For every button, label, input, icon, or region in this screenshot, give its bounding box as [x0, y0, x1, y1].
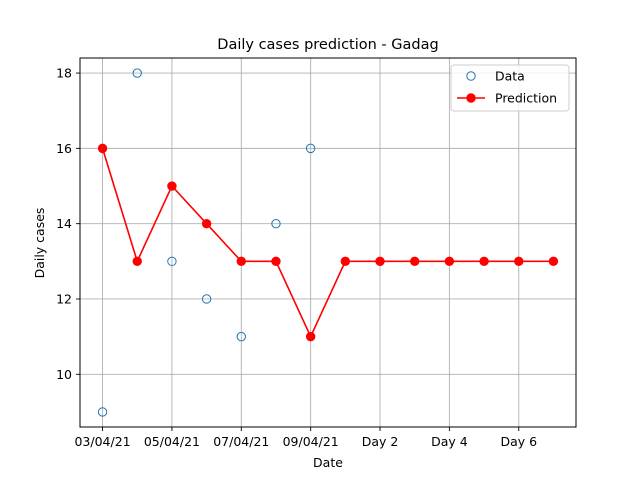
data-point	[305, 143, 316, 154]
chart-title: Daily cases prediction - Gadag	[217, 37, 438, 53]
x-tick-label: 05/04/21	[144, 434, 200, 449]
x-tick-label: Day 4	[431, 434, 468, 449]
data-point	[236, 331, 246, 342]
prediction-point	[167, 181, 177, 191]
x-tick-label: Day 6	[500, 434, 537, 449]
x-axis-label: Date	[313, 455, 343, 470]
legend-label: Prediction	[495, 91, 557, 106]
series-data	[97, 68, 316, 417]
legend-item: Data	[466, 69, 525, 84]
y-tick-label: 16	[56, 141, 72, 156]
prediction-point	[97, 143, 108, 154]
prediction-point	[305, 331, 316, 342]
legend-label: Data	[495, 69, 525, 84]
prediction-point	[271, 256, 281, 267]
grid	[80, 58, 576, 427]
prediction-line	[101, 148, 554, 339]
prediction-point	[375, 256, 385, 267]
x-axis: 03/04/21 05/04/21 07/04/21 09/04/21 Day 2 Day…	[74, 427, 537, 449]
x-tick-label: Day 2	[362, 434, 399, 449]
series-layer	[97, 68, 559, 417]
y-tick-label: 12	[56, 291, 72, 306]
prediction-point	[236, 256, 246, 267]
x-tick-label: 09/04/21	[283, 434, 339, 449]
legend-item: Prediction	[457, 91, 557, 106]
prediction-point	[132, 256, 142, 267]
prediction-point	[548, 256, 559, 267]
y-tick-label: 10	[56, 367, 72, 382]
data-point	[271, 218, 281, 229]
legend-marker	[466, 93, 476, 103]
data-point	[201, 294, 212, 304]
prediction-point	[340, 256, 351, 267]
series-prediction	[97, 143, 559, 342]
prediction-point	[410, 256, 420, 267]
data-point	[97, 407, 108, 417]
data-point	[167, 256, 177, 267]
y-tick-label: 14	[56, 216, 72, 231]
legend-marker	[466, 71, 476, 81]
y-tick-label: 18	[56, 66, 72, 81]
y-axis: 10 12 14 16 18	[56, 66, 80, 382]
legend-box	[450, 64, 570, 112]
data-point	[132, 68, 142, 78]
legend: Data Prediction	[450, 64, 570, 112]
y-axis-label: Daily cases	[32, 208, 47, 279]
prediction-point	[444, 256, 455, 267]
prediction-point	[479, 256, 489, 267]
prediction-point	[514, 256, 524, 267]
x-tick-label: 07/04/21	[213, 434, 269, 449]
x-tick-label: 03/04/21	[74, 434, 130, 449]
prediction-point	[201, 218, 212, 229]
axes-frame	[79, 57, 577, 428]
